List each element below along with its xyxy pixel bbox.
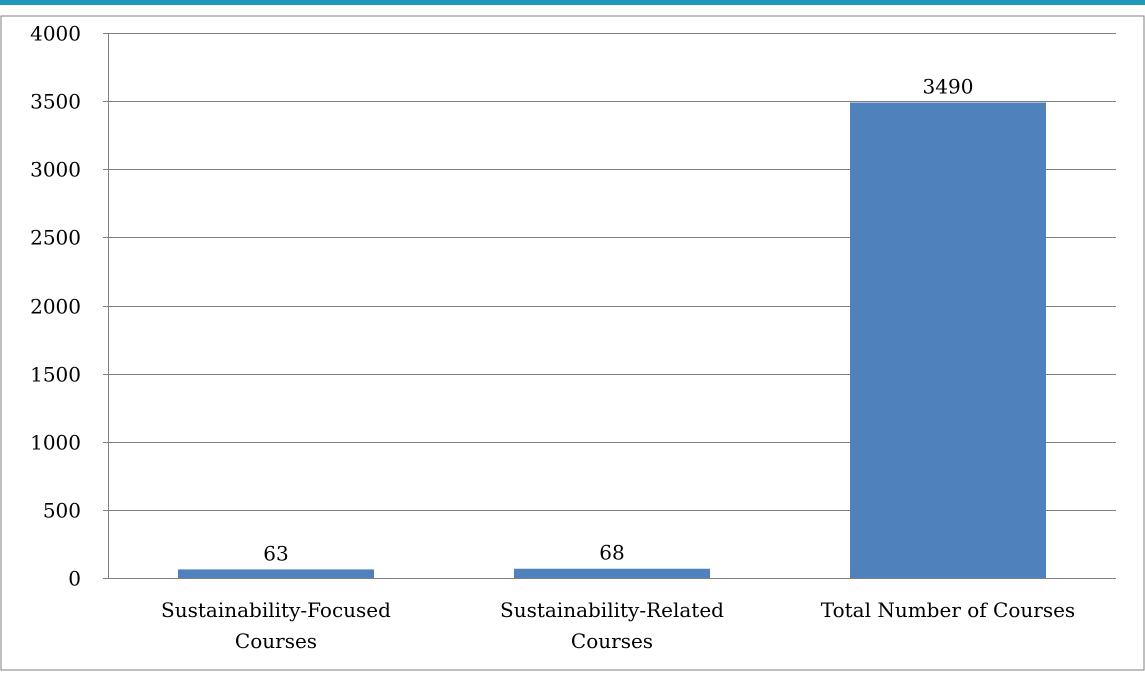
x-category-label-2: Total Number of Courses bbox=[821, 598, 1075, 622]
x-category-label-2-line-0: Total Number of Courses bbox=[821, 598, 1075, 622]
data-label-0: 63 bbox=[263, 541, 288, 565]
y-tick-label-4000: 4000 bbox=[30, 22, 81, 46]
y-tick-label-500: 500 bbox=[43, 499, 81, 523]
chart-border bbox=[0, 15, 1145, 671]
bar-0 bbox=[178, 569, 374, 578]
y-tick-label-0: 0 bbox=[68, 567, 81, 591]
y-tick-label-1500: 1500 bbox=[30, 363, 81, 387]
y-tick-label-3000: 3000 bbox=[30, 158, 81, 182]
y-tick-label-3500: 3500 bbox=[30, 90, 81, 114]
x-category-label-1: Sustainability-Related Courses bbox=[500, 598, 724, 653]
x-category-label-0-line-0: Sustainability-Focused bbox=[161, 598, 391, 622]
y-tick-label-2000: 2000 bbox=[30, 295, 81, 319]
x-category-label-1-line-0: Sustainability-Related bbox=[500, 598, 724, 622]
data-label-1: 68 bbox=[599, 541, 624, 565]
cropped-caption-bar bbox=[0, 0, 1145, 5]
x-category-label-1-line-1: Courses bbox=[571, 629, 653, 653]
y-tick-label-1000: 1000 bbox=[30, 431, 81, 455]
x-category-label-0: Sustainability-Focused Courses bbox=[161, 598, 391, 653]
data-label-2: 3490 bbox=[923, 74, 974, 98]
x-category-label-0-line-1: Courses bbox=[235, 629, 317, 653]
bar-2 bbox=[850, 102, 1046, 579]
bar-1 bbox=[514, 568, 710, 578]
y-tick-label-2500: 2500 bbox=[30, 226, 81, 250]
